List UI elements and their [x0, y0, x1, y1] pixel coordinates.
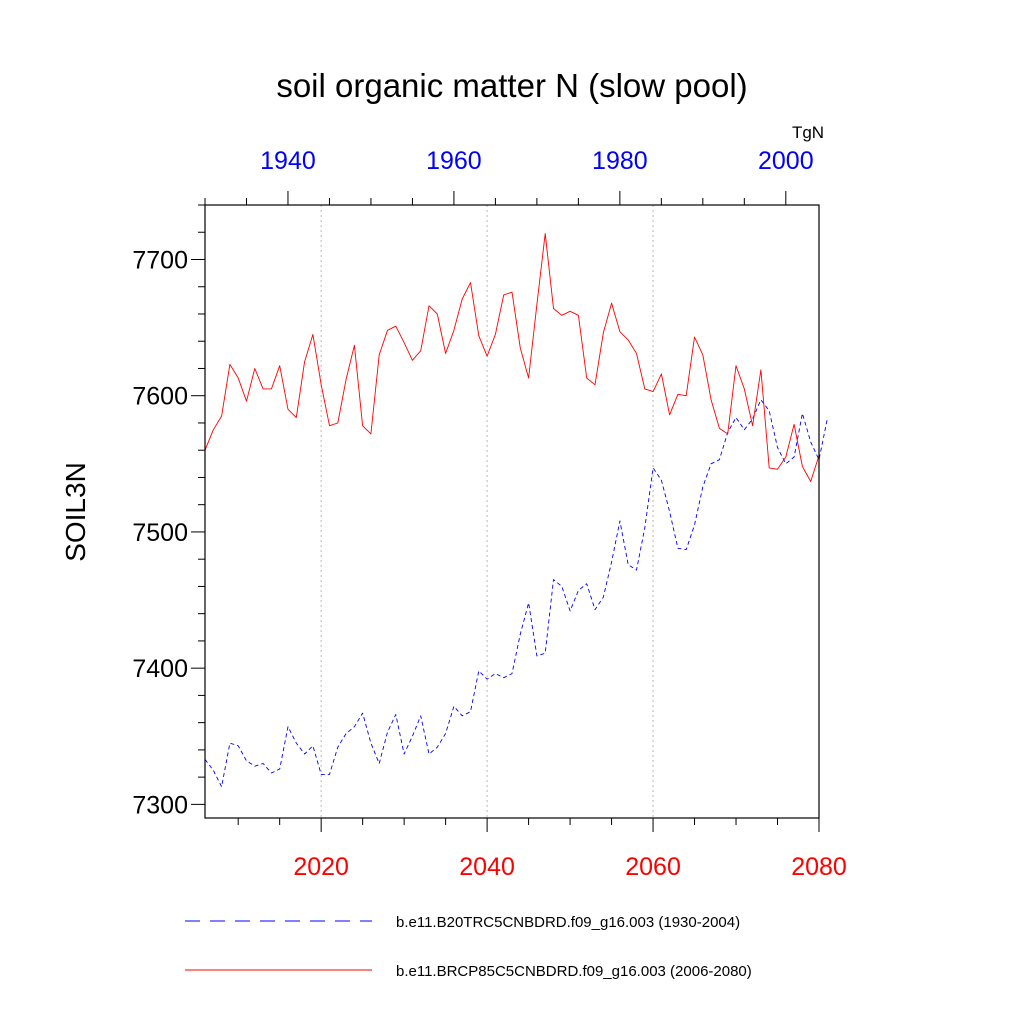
units-label: TgN [792, 123, 824, 142]
legend: b.e11.B20TRC5CNBDRD.f09_g16.003 (1930-20… [185, 914, 752, 980]
bottom-tick-label: 2060 [625, 853, 681, 881]
bottom-tick-label: 2080 [791, 853, 847, 881]
y-tick-label: 7600 [132, 383, 188, 411]
series-line-2 [204, 233, 820, 482]
y-axis-label: SOIL3N [60, 462, 91, 562]
bottom-tick-label: 2040 [459, 853, 515, 881]
gridlines [320, 205, 654, 818]
axes: 7300 7400 7500 7600 7700 2020 2040 2060 2080 1940… [132, 147, 846, 881]
y-tick-label: 7300 [132, 791, 188, 819]
y-tick-label: 7500 [132, 519, 188, 547]
top-tick-label: 1980 [592, 147, 648, 175]
bottom-tick-label: 2020 [293, 853, 349, 881]
series-line-1 [204, 399, 828, 788]
legend-label-2: b.e11.BRCP85C5CNBDRD.f09_g16.003 (2006-2… [396, 963, 752, 980]
series-lines [204, 233, 828, 788]
y-tick-label: 7700 [132, 246, 188, 274]
top-tick-label: 1940 [260, 147, 316, 175]
chart-title: soil organic matter N (slow pool) [276, 67, 747, 104]
top-tick-label: 1960 [426, 147, 482, 175]
top-tick-label: 2000 [758, 147, 814, 175]
legend-label-1: b.e11.B20TRC5CNBDRD.f09_g16.003 (1930-20… [396, 914, 740, 931]
y-tick-label: 7400 [132, 655, 188, 683]
plot-frame [204, 204, 820, 819]
